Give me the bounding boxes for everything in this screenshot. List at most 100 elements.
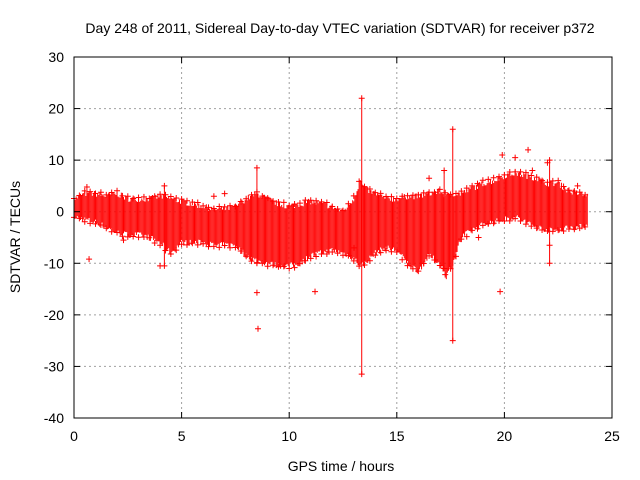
edge-marker (463, 233, 470, 240)
spike-bottom-marker (441, 265, 448, 272)
edge-marker (576, 189, 583, 196)
edge-marker (280, 263, 287, 270)
edge-marker (404, 262, 411, 269)
edge-marker (205, 204, 212, 211)
edge-marker (313, 253, 320, 260)
edge-marker (340, 207, 346, 214)
edge-marker (571, 188, 578, 195)
edge-marker (522, 221, 529, 228)
edge-marker (275, 263, 282, 270)
edge-marker (183, 241, 190, 248)
edge-marker (291, 200, 298, 207)
edge-marker (345, 200, 352, 207)
edge-marker (565, 225, 572, 232)
edge-marker (178, 196, 185, 203)
edge-marker (135, 194, 142, 201)
edge-marker (146, 195, 153, 202)
edge-marker (522, 169, 529, 176)
outlier-point (86, 256, 93, 263)
outlier-point (512, 154, 519, 161)
edge-marker (366, 185, 373, 192)
spike-bottom-marker (546, 260, 553, 267)
edge-marker (393, 249, 400, 256)
outlier-point (497, 288, 504, 295)
edge-marker (323, 250, 330, 257)
edge-marker (323, 199, 330, 206)
edge-marker (501, 218, 508, 225)
edge-marker (490, 220, 497, 227)
edge-marker (582, 191, 589, 198)
edge-marker (415, 268, 422, 275)
edge-marker (232, 244, 239, 251)
spike-bottom-marker (253, 260, 260, 267)
data-series (71, 95, 589, 378)
edge-marker (334, 205, 341, 212)
x-tick-label: 15 (389, 428, 405, 444)
outlier-point (475, 234, 482, 241)
edge-marker (302, 197, 309, 204)
edge-marker (436, 186, 443, 193)
edge-marker (140, 193, 147, 200)
outlier-point (120, 237, 127, 244)
edge-marker (452, 190, 459, 197)
edge-marker (157, 242, 164, 249)
edge-marker (318, 198, 325, 205)
edge-marker (474, 225, 481, 232)
edge-marker (173, 194, 180, 201)
edge-marker (512, 215, 519, 222)
edge-marker (496, 173, 503, 180)
edge-marker (227, 202, 234, 209)
y-tick-label: -40 (44, 410, 64, 426)
edge-marker (296, 200, 303, 207)
edge-marker (555, 227, 562, 234)
edge-marker (345, 252, 352, 259)
edge-marker (533, 174, 540, 181)
edge-marker (372, 189, 379, 196)
edge-marker (280, 199, 287, 206)
edge-marker (479, 177, 486, 184)
edge-marker (92, 190, 99, 197)
edge-marker (286, 202, 293, 209)
edge-marker (463, 185, 470, 192)
outlier-point (221, 190, 228, 197)
edge-marker (383, 193, 390, 200)
y-tick-label: -20 (44, 307, 64, 323)
edge-marker (442, 271, 449, 278)
edge-marker (248, 258, 255, 265)
edge-marker (81, 218, 88, 225)
spike-top-marker (161, 182, 168, 189)
edge-marker (506, 169, 513, 176)
y-axis-label: SDTVAR / TECUs (7, 181, 23, 293)
edge-marker (307, 197, 314, 204)
outlier-point (210, 193, 217, 200)
edge-marker (291, 264, 298, 271)
edge-marker (307, 255, 314, 262)
edge-marker (200, 202, 207, 209)
edge-marker (458, 188, 465, 195)
spike-bottom-marker (449, 337, 456, 344)
edge-marker (431, 256, 438, 263)
edge-marker (227, 244, 234, 251)
edge-marker (189, 240, 196, 247)
edge-marker (221, 203, 228, 210)
edge-marker (264, 263, 271, 270)
chart-title: Day 248 of 2011, Sidereal Day-to-day VTE… (85, 20, 594, 36)
edge-marker (270, 198, 277, 205)
edge-marker (216, 203, 223, 210)
axis-ticks: 0 5 10 15 20 25 -40 -30 -20 -10 0 10 20 30 (44, 49, 620, 444)
edge-marker (420, 260, 427, 267)
edge-marker (533, 225, 540, 232)
edge-marker (210, 243, 217, 250)
edge-marker (243, 253, 250, 260)
edge-marker (173, 247, 180, 254)
edge-marker (377, 190, 384, 197)
edge-marker (124, 233, 131, 240)
edge-marker (560, 183, 567, 190)
edge-marker (232, 203, 239, 210)
edge-marker (302, 257, 309, 264)
edge-marker (124, 193, 131, 200)
edge-marker (146, 234, 153, 241)
edge-marker (296, 260, 303, 267)
edge-marker (356, 263, 363, 270)
x-axis-label: GPS time / hours (288, 458, 395, 474)
